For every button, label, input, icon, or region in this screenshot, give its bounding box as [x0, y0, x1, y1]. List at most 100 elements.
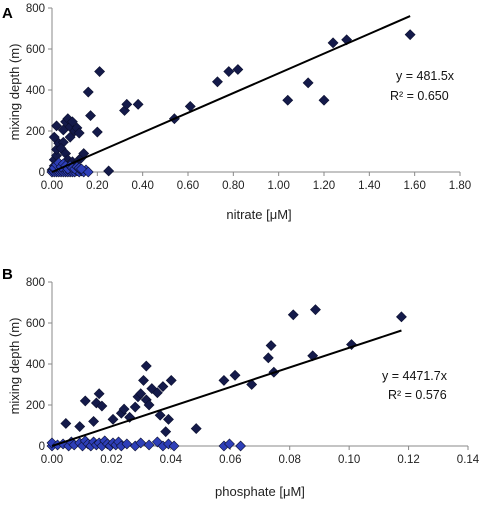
data-point	[310, 304, 321, 316]
x-tick-label: 1.40	[358, 180, 380, 192]
equation-a: y = 481.5x	[396, 69, 455, 83]
y-tick-label: 600	[26, 44, 45, 56]
data-point	[318, 94, 330, 106]
data-point	[51, 120, 62, 132]
data-point	[64, 131, 76, 143]
x-tick-label: 0.08	[279, 454, 301, 466]
data-point	[140, 360, 152, 372]
x-tick-label: 0.04	[160, 454, 183, 466]
x-tick-label: 0.12	[397, 454, 419, 466]
data-point	[265, 340, 277, 351]
x-axis-label-b: phosphate [μM]	[215, 484, 305, 499]
r-squared-a: R² = 0.650	[390, 89, 449, 103]
data-point	[82, 86, 94, 98]
x-tick-label: 0.00	[41, 180, 63, 192]
data-point	[218, 374, 230, 386]
points-b	[46, 304, 407, 452]
x-tick-label: 0.00	[41, 454, 63, 466]
x-tick-label: 0.06	[219, 454, 241, 466]
y-tick-label: 200	[26, 400, 45, 412]
data-point	[168, 440, 180, 452]
data-point	[88, 415, 100, 427]
data-point	[79, 395, 91, 407]
data-point	[60, 418, 72, 429]
panel-label-a: A	[2, 5, 13, 22]
y-tick-label: 0	[39, 167, 45, 179]
data-point	[246, 379, 258, 390]
y-axis-label-a: mixing depth (m)	[7, 44, 22, 141]
data-point	[224, 438, 235, 450]
data-point	[287, 309, 299, 321]
data-point	[163, 413, 174, 425]
x-tick-label: 0.20	[86, 180, 108, 192]
data-point	[119, 105, 130, 116]
data-point	[282, 94, 294, 106]
x-tick-label: 0.02	[100, 454, 122, 466]
x-axis-label-a: nitrate [μM]	[226, 207, 291, 222]
chart-panel-b: B mixing depth (m) phosphate [μM] 0.00 0.…	[2, 266, 480, 499]
trendline-b	[51, 329, 402, 447]
x-tick-label: 0.14	[457, 454, 480, 466]
ticks-a: 0.00 0.20 0.40 0.60 0.80 1.00 1.20 1.40 1.60 1.80…	[26, 3, 471, 192]
x-tick-label: 0.40	[131, 180, 153, 192]
data-point	[96, 400, 108, 412]
trendline-a	[51, 15, 411, 173]
data-point	[91, 126, 103, 138]
ticks-b: 0.00 0.02 0.04 0.06 0.08 0.10 0.12 0.14 0 200 400 6…	[26, 277, 480, 466]
data-point	[235, 440, 247, 452]
x-tick-label: 0.60	[177, 180, 199, 192]
data-point	[232, 64, 244, 75]
data-point	[94, 66, 106, 77]
y-axis-label-b: mixing depth (m)	[7, 318, 22, 415]
data-point	[143, 439, 155, 451]
data-point	[223, 66, 235, 77]
y-tick-label: 0	[39, 441, 45, 453]
data-point	[73, 127, 85, 139]
chart-panel-a: A mixing depth (m) nitrate [μM] 0.00 0.20…	[2, 3, 471, 222]
data-point	[107, 413, 119, 425]
x-tick-label: 1.60	[403, 180, 425, 192]
data-point	[165, 374, 177, 386]
data-point	[135, 388, 147, 400]
x-tick-label: 0.10	[338, 454, 360, 466]
data-point	[48, 131, 60, 143]
data-point	[302, 77, 314, 89]
data-point	[154, 409, 166, 421]
data-point	[157, 381, 169, 392]
data-point	[66, 116, 78, 128]
y-tick-label: 400	[26, 359, 45, 371]
x-tick-label: 0.80	[222, 180, 244, 192]
data-point	[262, 352, 274, 364]
x-tick-label: 1.80	[449, 180, 471, 192]
data-point	[93, 388, 105, 400]
points-a	[46, 29, 416, 178]
data-point	[151, 387, 163, 399]
data-point	[103, 165, 115, 177]
r-squared-b: R² = 0.576	[388, 388, 447, 402]
x-tick-label: 1.20	[313, 180, 335, 192]
equation-b: y = 4471.7x	[382, 369, 448, 383]
panel-label-b: B	[2, 266, 13, 283]
data-point	[229, 369, 241, 381]
data-point	[85, 110, 96, 122]
data-point	[143, 399, 155, 411]
data-point	[190, 423, 202, 434]
data-point	[160, 426, 172, 438]
data-point	[118, 403, 130, 415]
data-point	[135, 437, 147, 449]
data-point	[138, 374, 149, 386]
data-point	[76, 163, 87, 175]
y-tick-label: 400	[26, 85, 45, 97]
data-point	[327, 37, 339, 49]
data-point	[396, 311, 407, 323]
data-point	[129, 401, 141, 413]
y-tick-label: 800	[26, 277, 45, 289]
data-point	[121, 438, 133, 450]
y-tick-label: 800	[26, 3, 45, 15]
data-point	[121, 98, 133, 110]
data-point	[212, 76, 223, 88]
y-tick-label: 200	[26, 126, 45, 138]
data-point	[404, 29, 416, 41]
data-point	[132, 98, 144, 110]
